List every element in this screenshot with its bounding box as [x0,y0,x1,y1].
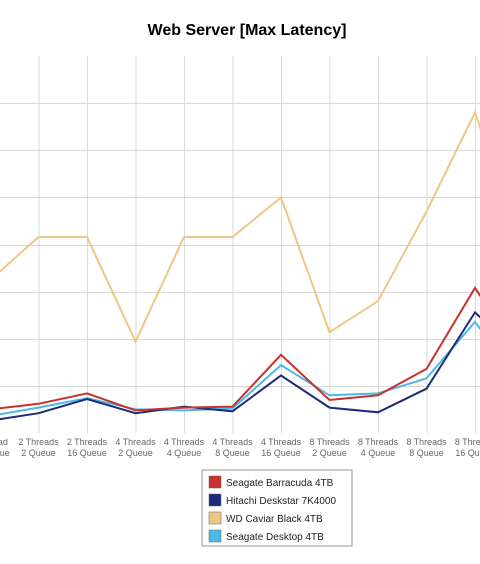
x-tick-label: 8 Threads 8 Queue [406,437,447,458]
legend-box [201,469,353,547]
x-tick-label: 8 Threads 2 Queue [309,437,350,458]
x-tick-label-line: 4 Threads [164,437,205,447]
x-tick-label-line: 2 Threads [18,437,59,447]
series-lines [0,109,480,421]
x-tick-label-line: 4 Queue [167,448,202,458]
x-tick-label: 8 Threads 4 Queue [358,437,399,458]
series-line-wd-caviar-black-4tb [0,109,480,344]
legend-label: Hitachi Deskstar 7K4000 [226,496,336,507]
legend-swatch [208,511,222,525]
legend-label: WD Caviar Black 4TB [226,514,323,525]
legend-items: Seagate Barracuda 4TB Hitachi Deskstar 7K… [208,475,336,543]
x-tick-label-line: 8 Queue [215,448,250,458]
x-tick-label-line: 16 Queue [261,448,301,458]
x-tick-label-line: 16 Queue [67,448,107,458]
legend-swatch [208,529,222,543]
x-tick-label: 4 Threads 4 Queue [164,437,205,458]
x-tick-label-line: 1 Thread [0,437,8,447]
x-tick-label-line: 16 Queue [0,448,10,458]
x-tick-label-line: 8 Queue [409,448,444,458]
x-tick-label-line: 2 Queue [118,448,153,458]
x-tick-label: 2 Threads 16 Queue [67,437,108,458]
x-tick-label-line: 2 Threads [67,437,108,447]
x-tick-label: 4 Threads 2 Queue [115,437,156,458]
x-tick-label-line: 8 Threads [309,437,350,447]
legend: Seagate Barracuda 4TB Hitachi Deskstar 7K… [201,469,353,547]
plot-area [0,109,480,421]
grid [0,56,480,433]
legend-label: Seagate Desktop 4TB [226,532,324,543]
x-tick-label-line: 8 Threads [406,437,447,447]
series-line-seagate-barracuda-4tb [0,286,480,412]
series-line-seagate-desktop-4tb [0,320,480,416]
x-tick-label-line: 4 Threads [115,437,156,447]
x-tick-label: 4 Threads 16 Queue [261,437,302,458]
x-tick-label-line: 4 Queue [361,448,396,458]
series-line-hitachi-deskstar-7k4000 [0,310,480,421]
legend-swatch [208,475,222,489]
x-tick-label-line: 8 Threads [358,437,399,447]
x-tick-label-line: 2 Queue [21,448,56,458]
x-tick-label-line: 8 Threads [455,437,480,447]
x-tick-label-line: 4 Threads [261,437,302,447]
x-tick-label: 1 Thread16 Queue [0,437,10,458]
x-tick-label: 4 Threads 8 Queue [212,437,253,458]
x-tick-label-line: 2 Queue [312,448,347,458]
legend-label: Seagate Barracuda 4TB [226,478,334,489]
chart-title: Web Server [Max Latency] [148,22,347,39]
x-tick-label: 2 Threads 2 Queue [18,437,59,458]
x-tick-label-line: 4 Threads [212,437,253,447]
x-tick-label-line: 16 Queue [455,448,480,458]
legend-swatch [208,493,222,507]
